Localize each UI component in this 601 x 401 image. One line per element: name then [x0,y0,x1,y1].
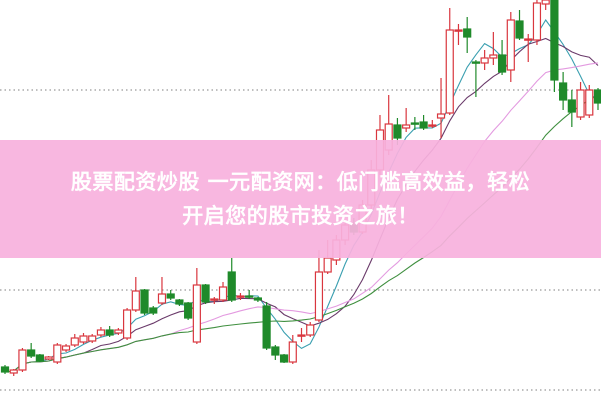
candle-down [393,124,402,139]
candle-down [419,121,428,129]
candle-up [576,89,585,118]
candle-down [463,28,472,38]
candle-up [79,335,88,343]
candle-down [471,61,481,64]
candle-down [550,0,559,81]
candle-down [410,122,419,125]
candle-up [210,298,219,301]
banner-title-line-2: 开启您的股市投资之旅！ [182,204,419,228]
candle-down [166,293,175,299]
candle-up [506,19,515,71]
candle-down [497,54,507,73]
candle-down [567,99,576,113]
ma5-line [4,19,599,373]
candle-down [253,297,262,301]
candle-up [157,293,167,304]
candle-up [131,290,140,311]
candle-up [218,286,228,301]
candle-down [245,295,254,298]
candle-up [53,344,62,363]
candle-down [559,82,568,101]
candle-down [140,289,149,314]
candle-up [288,341,297,363]
candle-up [454,29,463,32]
candle-down [262,305,271,349]
candle-up [314,271,324,321]
candle-up [70,337,79,346]
candle-down [515,20,524,39]
candle-up [532,2,542,41]
candle-up [192,284,201,343]
candle-up [88,335,97,342]
candle-up [524,38,533,41]
candle-up [96,329,106,336]
candle-down [184,302,193,319]
candle-down [271,346,280,356]
candle-down [105,329,114,336]
candle-up [436,113,446,119]
candle-up [489,54,498,59]
candle-up [122,309,132,339]
candle-up [61,345,71,351]
candle-down [593,89,601,104]
ma10-line [4,37,599,373]
candle-up [402,124,411,129]
candle-up [480,57,489,64]
candle-up [9,369,18,374]
candle-down [0,366,10,373]
candle-down [35,354,44,362]
candle-up [18,349,27,371]
candle-up [44,356,53,360]
candle-down [227,271,236,301]
candle-up [114,329,123,334]
candle-up [236,295,245,298]
candle-up [445,29,454,114]
candle-up [306,324,315,336]
candle-down [175,299,184,305]
candle-up [323,257,332,273]
candle-up [297,334,306,337]
candle-up [585,89,594,116]
banner-title-line-1: 股票配资炒股 一元配资网：低门槛高效益，轻松 [70,170,531,194]
candle-down [27,349,36,357]
candle-down [201,284,210,303]
candle-down [149,307,158,314]
title-banner: 股票配资炒股 一元配资网：低门槛高效益，轻松 开启您的股市投资之旅！ [0,140,601,258]
candle-down [279,354,289,363]
candle-up [541,0,550,5]
candle-up [428,124,437,127]
